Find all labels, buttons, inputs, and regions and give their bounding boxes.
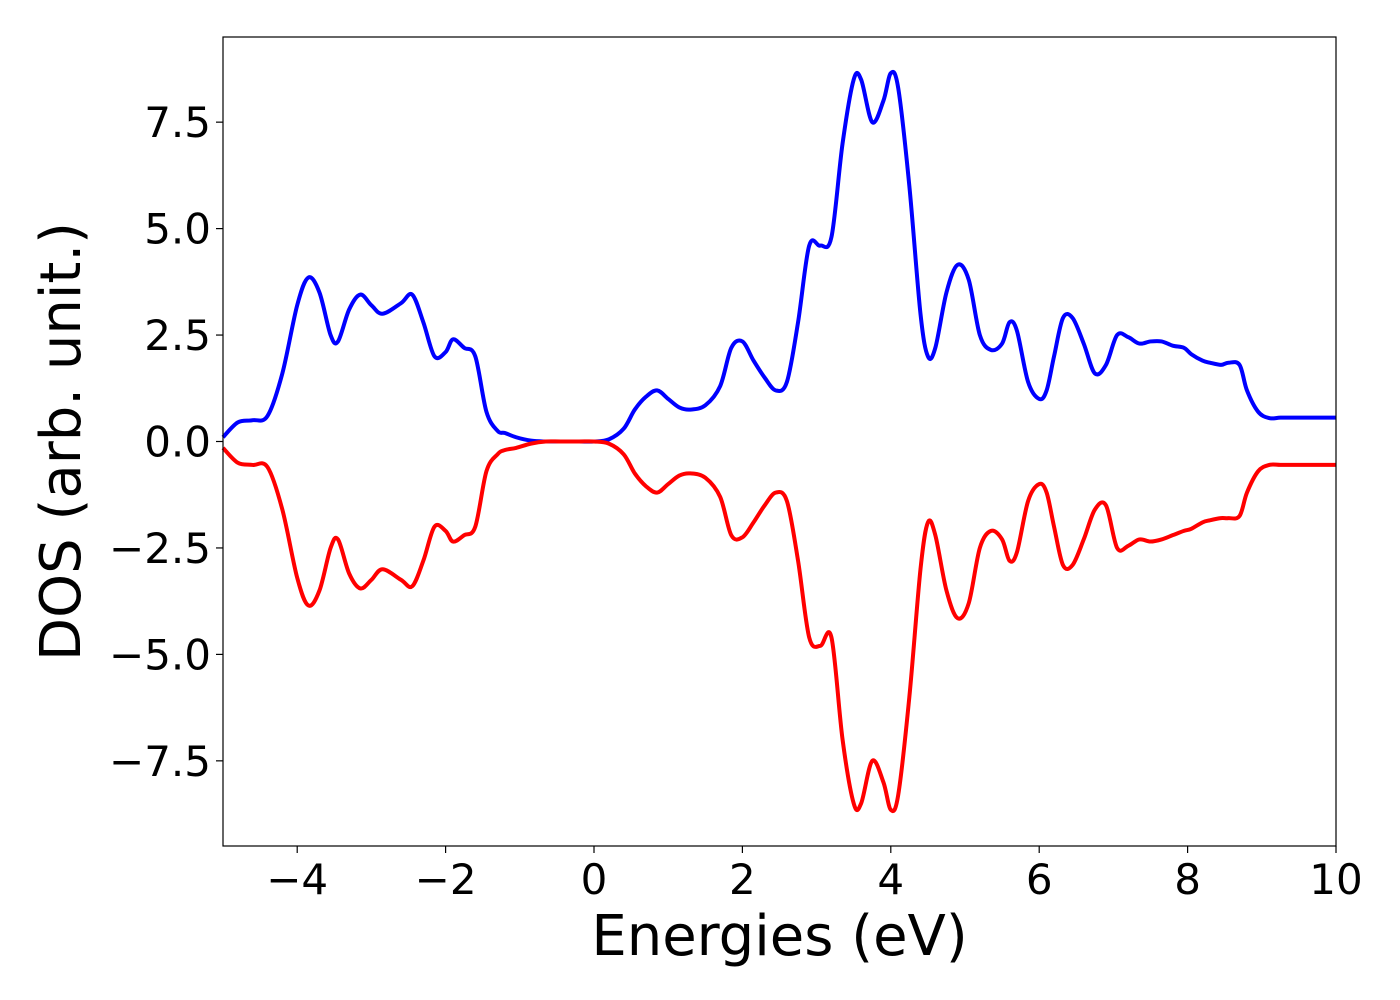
x-axis-label: Energies (eV) xyxy=(591,904,967,969)
x-tick-label: 6 xyxy=(1026,855,1053,904)
x-tick-label: 8 xyxy=(1174,855,1201,904)
series-line-2 xyxy=(221,439,1337,814)
x-tick-label: −4 xyxy=(266,855,328,904)
y-tick-label: −7.5 xyxy=(109,737,211,786)
y-tick-label: 7.5 xyxy=(144,98,211,147)
y-axis-label: DOS (arb. unit.) xyxy=(29,222,94,661)
x-tick-label: −2 xyxy=(415,855,477,904)
x-tick-label: 10 xyxy=(1309,855,1362,904)
x-tick-label: 2 xyxy=(729,855,756,904)
series-layer xyxy=(221,69,1337,814)
y-axis-ticks: 7.5 5.0 2.5 0.0 −2.5 −5.0 −7.5 xyxy=(109,98,223,786)
series-line-1 xyxy=(221,69,1336,444)
x-tick-label: 4 xyxy=(877,855,904,904)
y-tick-label: 0.0 xyxy=(144,418,211,467)
y-tick-label: 2.5 xyxy=(144,311,211,360)
y-tick-label: −5.0 xyxy=(109,630,211,679)
x-tick-label: 0 xyxy=(581,855,608,904)
y-tick-label: 5.0 xyxy=(144,205,211,254)
y-tick-label: −2.5 xyxy=(109,524,211,573)
x-axis-ticks: −4 −2 0 2 4 6 8 10 xyxy=(266,846,1363,904)
